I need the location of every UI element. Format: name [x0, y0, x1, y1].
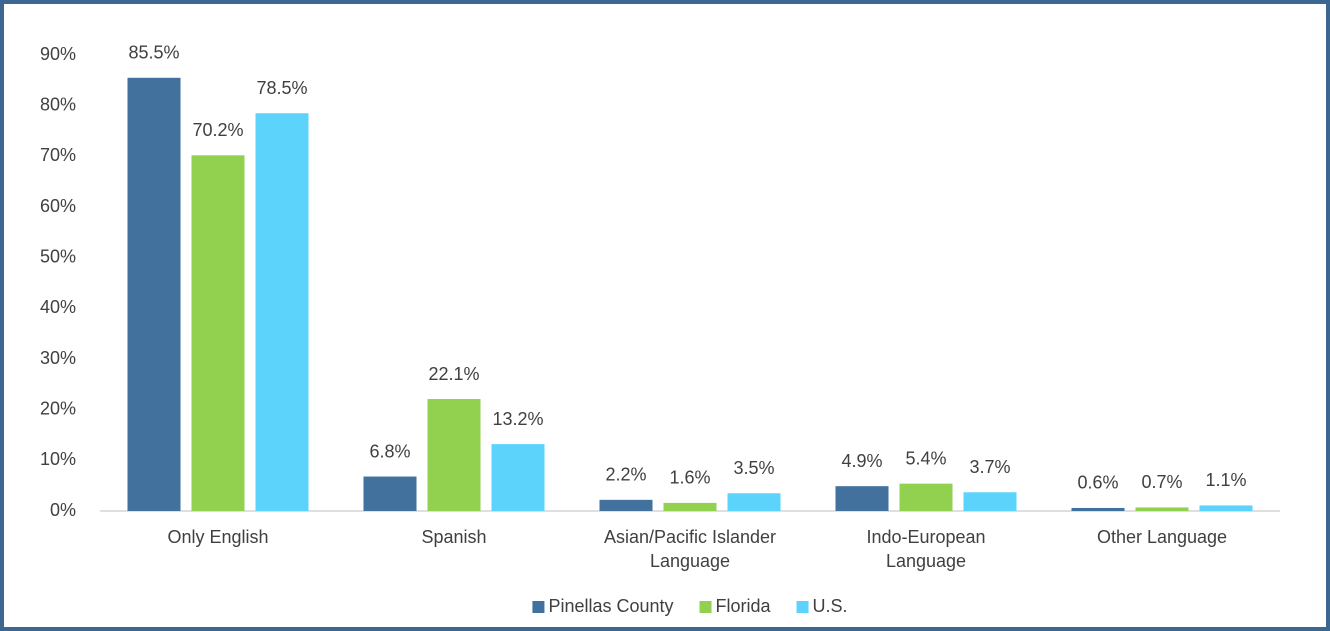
value-label: 22.1%: [428, 364, 479, 384]
x-tick-label: Other Language: [1096, 527, 1228, 547]
legend-swatch: [796, 601, 809, 613]
legend-swatch: [532, 601, 545, 613]
y-tick-label: 0%: [50, 500, 76, 520]
y-tick-label: 10%: [40, 449, 76, 469]
x-tick-label: Indo-European Language: [866, 527, 986, 571]
value-label: 3.7%: [969, 457, 1010, 477]
x-tick-label: Asian/Pacific Islander Language: [603, 527, 777, 571]
value-label: 13.2%: [492, 409, 543, 429]
y-tick-label: 20%: [40, 398, 76, 418]
chart: 0% 10% 20% 30% 40% 50% 60% 70% 80% 90% 85.5% 70.2% 7…: [40, 43, 1280, 616]
y-tick-label: 90%: [40, 44, 76, 64]
bar: [663, 502, 717, 511]
value-label: 4.9%: [841, 451, 882, 471]
value-label: 78.5%: [256, 78, 307, 98]
bar: [1135, 507, 1189, 511]
x-tick-label: Spanish: [421, 527, 487, 547]
y-tick-label: 70%: [40, 145, 76, 165]
legend-item: U.S.: [796, 596, 848, 616]
value-label: 1.6%: [669, 468, 710, 488]
bar: [191, 155, 245, 511]
bar: [1071, 507, 1125, 511]
legend-item: Florida: [699, 596, 772, 616]
legend-label: U.S.: [813, 596, 848, 616]
legend-swatch: [699, 601, 712, 613]
value-label: 0.7%: [1141, 472, 1182, 492]
value-label: 85.5%: [128, 43, 179, 63]
y-tick-label: 30%: [40, 348, 76, 368]
bar: [727, 493, 781, 511]
y-tick-label: 40%: [40, 297, 76, 317]
bar: [491, 444, 545, 511]
legend-label: Florida: [716, 596, 772, 616]
bar: [1199, 505, 1253, 511]
bar: [255, 113, 309, 512]
value-label: 5.4%: [905, 448, 946, 468]
value-label: 0.6%: [1077, 473, 1118, 493]
bar: [963, 492, 1017, 511]
value-label: 3.5%: [733, 458, 774, 478]
y-tick-label: 80%: [40, 94, 76, 114]
value-label: 6.8%: [369, 441, 410, 461]
bar: [899, 483, 953, 511]
y-tick-label: 60%: [40, 196, 76, 216]
legend-label: Pinellas County: [548, 596, 673, 616]
value-label: 70.2%: [192, 120, 243, 140]
bar: [427, 399, 481, 511]
value-label: 2.2%: [605, 465, 646, 485]
y-tick-label: 50%: [40, 246, 76, 266]
x-tick-label: Only English: [167, 527, 269, 547]
value-label: 1.1%: [1205, 470, 1246, 490]
legend-item: Pinellas County: [532, 596, 674, 616]
bar: [835, 486, 889, 511]
bar: [127, 77, 181, 512]
bar: [363, 476, 417, 511]
bar: [599, 499, 653, 511]
